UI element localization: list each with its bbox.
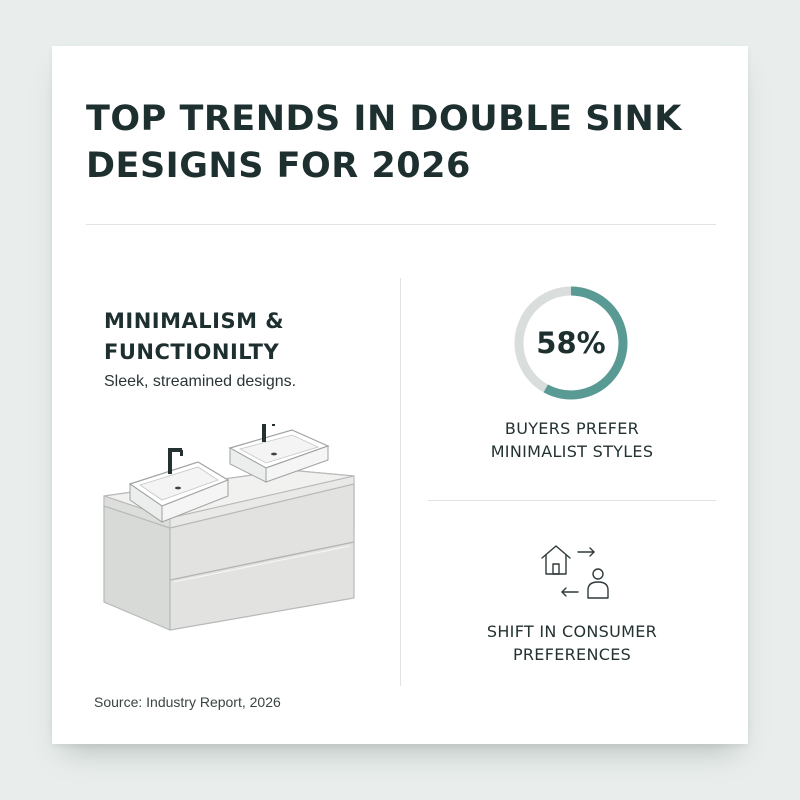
stat-caption: BUYERS PREFER MINIMALIST STYLES	[490, 419, 654, 461]
shift-caption: SHIFT IN CONSUMER PREFERENCES	[486, 622, 658, 664]
trend-heading: MINIMALISM & FUNCTIONILTY	[104, 309, 285, 364]
trend-subtext: Sleek, streamined designs.	[104, 373, 297, 390]
infographic-card: TOP TRENDS IN DOUBLE SINK DESIGNS FOR 20…	[52, 46, 748, 744]
source-note: Source: Industry Report, 2026	[94, 694, 281, 710]
percentage-gauge: 58%	[512, 284, 630, 402]
double-sink-vanity-icon	[103, 424, 355, 631]
gauge-value: 58%	[536, 326, 606, 360]
page-title: TOP TRENDS IN DOUBLE SINK DESIGNS FOR 20…	[86, 99, 682, 186]
column-divider	[400, 278, 401, 686]
right-column-divider	[428, 500, 716, 501]
gauge-fill	[514, 286, 628, 400]
title-divider	[86, 224, 716, 225]
house-person-exchange-icon	[541, 545, 609, 599]
